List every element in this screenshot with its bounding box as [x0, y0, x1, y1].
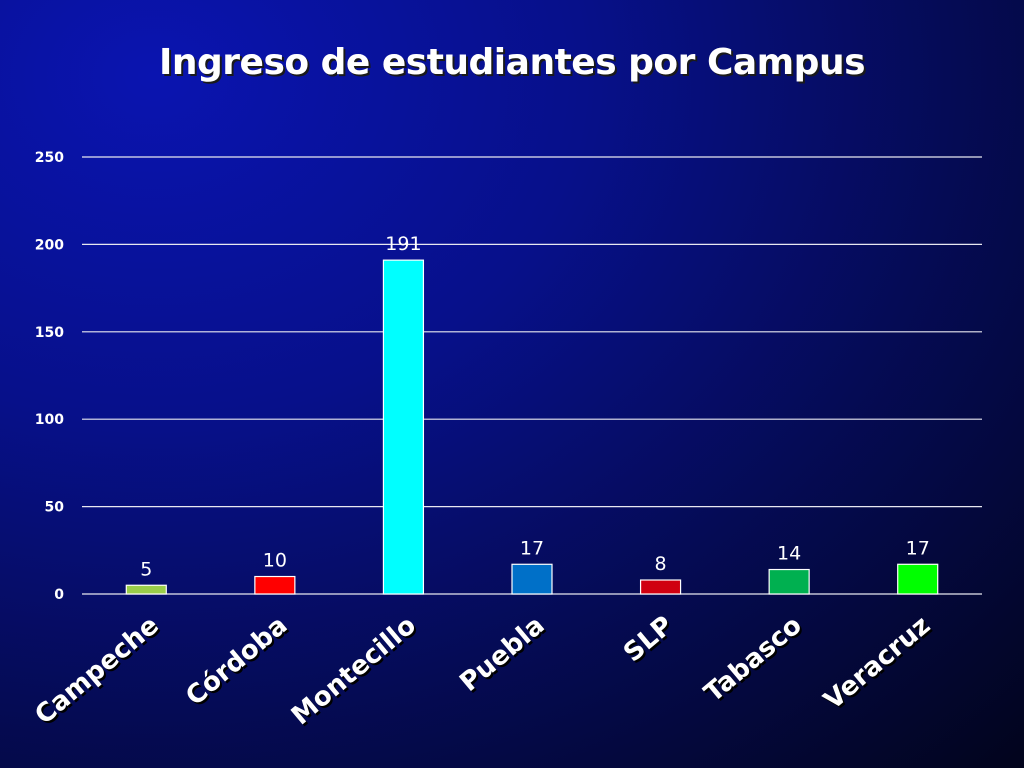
bars [125, 259, 939, 595]
chart-title-group: Ingreso de estudiantes por Campus Ingres… [159, 42, 868, 85]
x-tick-label: Córdoba [180, 610, 293, 712]
data-label: 14 [777, 543, 801, 565]
data-label: 191 [385, 233, 421, 255]
chart-title: Ingreso de estudiantes por Campus [159, 42, 865, 83]
bar-tabasco [768, 568, 810, 595]
x-tick-label: Campeche [29, 610, 164, 730]
bar-montecillo [382, 259, 425, 595]
data-label: 17 [520, 537, 544, 559]
y-tick-label: 250 [35, 150, 64, 166]
data-label: 10 [263, 550, 287, 572]
y-axis: 0 50 100 150 200 250 [35, 150, 64, 603]
bar-veracruz [897, 563, 939, 595]
x-tick-label: Tabasco [699, 610, 808, 708]
data-label: 5 [140, 558, 152, 580]
y-tick-label: 50 [45, 500, 65, 516]
data-label: 8 [655, 553, 667, 575]
y-tick-label: 0 [54, 587, 64, 603]
bar-puebla [511, 563, 553, 595]
data-label: 17 [906, 537, 930, 559]
y-tick-label: 100 [35, 412, 64, 428]
y-tick-label: 150 [35, 325, 64, 341]
data-labels: 5 10 191 17 8 14 17 [140, 233, 930, 580]
chart-title-shadow: Ingreso de estudiantes por Campus [161, 44, 867, 85]
gridlines [82, 156, 982, 595]
bar-córdoba [254, 575, 296, 595]
bar-slp [639, 579, 682, 595]
x-tick-label: Montecillo [286, 610, 422, 731]
y-tick-label: 200 [35, 237, 64, 253]
bar-campeche [125, 584, 167, 595]
x-tick-label: Veracruz [818, 610, 936, 716]
x-tick-label: Puebla [454, 610, 550, 697]
